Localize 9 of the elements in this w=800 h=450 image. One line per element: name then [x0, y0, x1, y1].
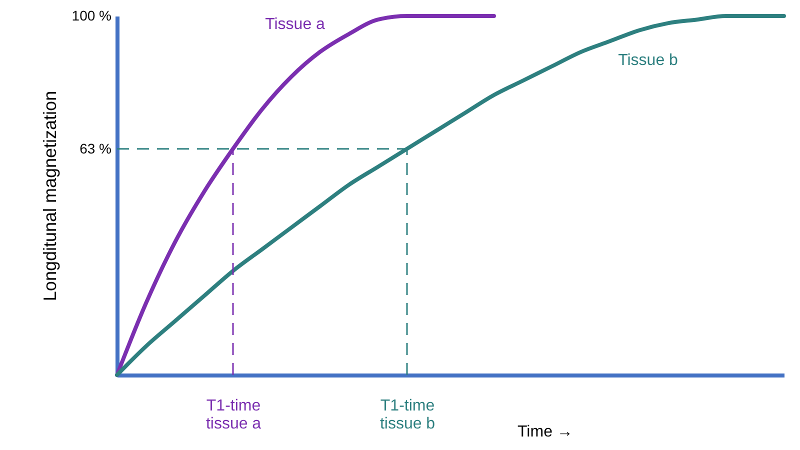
x-tick-label: T1-time tissue a	[206, 398, 262, 432]
x-axis-title: Time →	[518, 424, 573, 440]
series-label: Tissue a	[265, 16, 326, 33]
series-label: Tissue b	[618, 52, 678, 69]
x-tick-label: T1-time tissue b	[380, 398, 436, 432]
line-series	[115, 14, 786, 377]
y-axis-title: Longditunal magnetization	[40, 90, 60, 302]
y-tick-label: 63 %	[80, 140, 112, 156]
y-tick-label: 100 %	[72, 8, 112, 24]
